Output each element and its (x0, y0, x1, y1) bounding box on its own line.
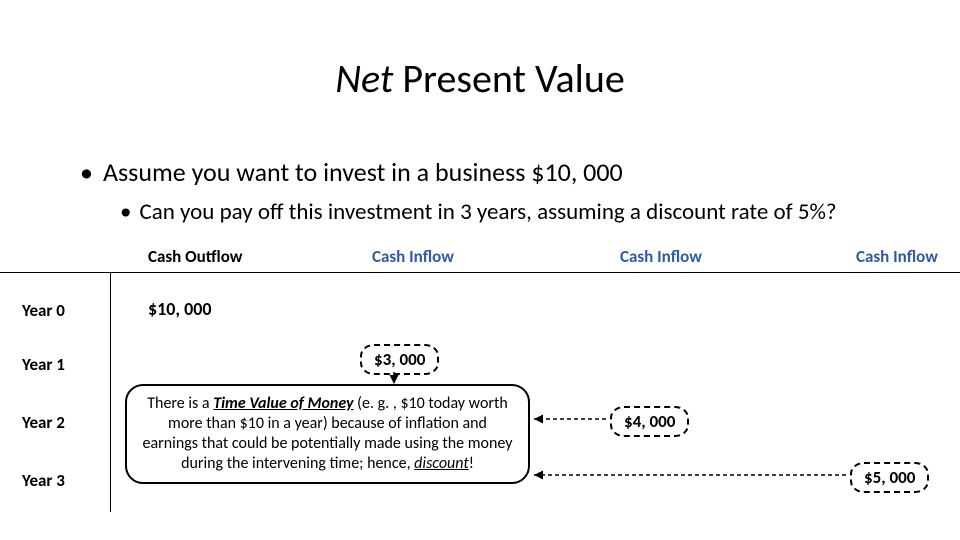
bullet2-marker: • (120, 198, 131, 226)
title-italic: Net (335, 54, 393, 103)
header-cash-inflow-1: Cash Inflow (372, 246, 454, 267)
row-label-year-1: Year 1 (22, 354, 65, 375)
row-label-year-3: Year 3 (22, 470, 65, 491)
rowlabel-rule (110, 272, 111, 512)
row-label-year-0: Year 0 (22, 300, 65, 321)
bullet-level-2: • Can you pay off this investment in 3 ye… (120, 198, 837, 226)
value-inflow-y1: $3, 000 (360, 344, 439, 375)
value-outflow-y0: $10, 000 (148, 298, 211, 320)
row-label-year-2: Year 2 (22, 412, 65, 433)
callout-pre: There is a (147, 394, 213, 413)
callout-post: ! (469, 454, 474, 473)
title-rest: Present Value (393, 54, 624, 103)
callout-em: Time Value of Money (213, 394, 353, 413)
bullet-level-1: • Assume you want to invest in a business… (80, 156, 623, 188)
header-cash-inflow-2: Cash Inflow (620, 246, 702, 267)
callout-em2: discount (414, 454, 469, 473)
header-rule (0, 272, 960, 273)
value-inflow-y3: $5, 000 (850, 462, 929, 493)
bullet2-text: Can you pay off this investment in 3 yea… (139, 198, 836, 226)
value-inflow-y2: $4, 000 (610, 406, 689, 437)
bullet1-marker: • (80, 156, 93, 188)
bullet1-text: Assume you want to invest in a business … (103, 156, 623, 188)
callout-time-value: There is a Time Value of Money (e. g. , … (125, 384, 530, 484)
header-cash-outflow: Cash Outflow (148, 246, 242, 267)
header-cash-inflow-3: Cash Inflow (856, 246, 938, 267)
slide-title: Net Present Value (0, 54, 960, 103)
